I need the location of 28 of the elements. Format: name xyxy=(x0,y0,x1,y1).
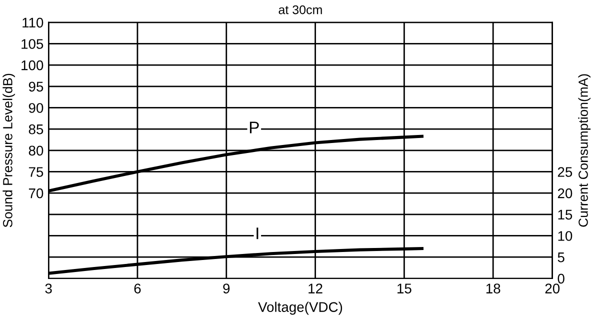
x-tick-label: 6 xyxy=(134,284,141,294)
y-tick-label: 75 xyxy=(28,167,44,177)
y-tick-label: 70 xyxy=(28,188,44,198)
series-label: P xyxy=(250,122,259,134)
y2-tick-label: 20 xyxy=(558,188,572,198)
x-axis-title: Voltage(VDC) xyxy=(258,302,342,315)
y-tick-label: 90 xyxy=(28,103,44,113)
y2-tick-label: 15 xyxy=(558,210,572,220)
y-tick-label: 100 xyxy=(22,60,44,70)
x-tick-label: 20 xyxy=(545,284,560,294)
y2-tick-label: 5 xyxy=(558,252,564,262)
y-axis-title: Sound Pressure Level(dB) xyxy=(2,74,15,228)
y2-axis-title: Current Consumption(mA) xyxy=(578,74,591,227)
x-tick-label: 12 xyxy=(308,284,322,294)
x-tick-label: 18 xyxy=(486,284,500,294)
y-tick-label: 95 xyxy=(28,82,44,92)
y-tick-label: 110 xyxy=(22,18,44,28)
y-tick-label: 85 xyxy=(28,124,44,134)
y2-tick-label: 25 xyxy=(558,167,572,177)
x-tick-label: 9 xyxy=(223,284,230,294)
y2-tick-label: 0 xyxy=(558,274,564,284)
y-tick-label: 105 xyxy=(22,39,44,49)
chart-title: at 30cm xyxy=(278,5,322,14)
y2-tick-label: 10 xyxy=(558,231,572,241)
x-tick-label: 3 xyxy=(45,284,52,294)
x-tick-label: 15 xyxy=(398,284,412,294)
series-label: I xyxy=(256,228,258,240)
y-tick-label: 80 xyxy=(28,146,44,156)
